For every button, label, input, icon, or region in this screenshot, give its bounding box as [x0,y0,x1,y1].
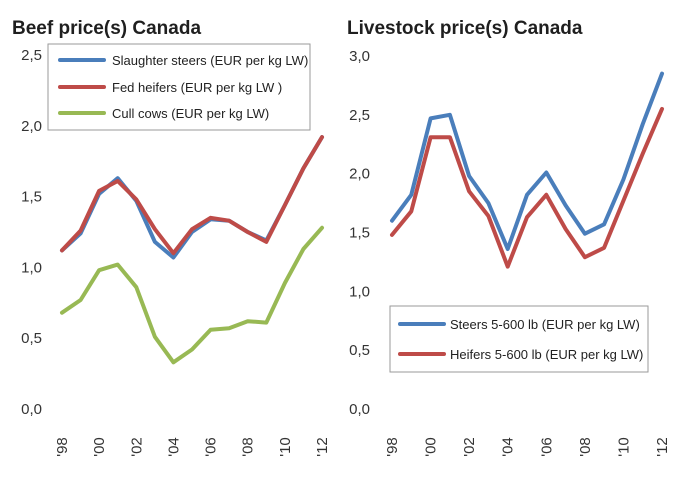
series-group [60,135,324,365]
x-tick-label: '06 [538,437,555,457]
x-tick-label: '04 [165,437,182,457]
legend-label: Cull cows (EUR per kg LW) [112,106,269,121]
beef-price-chart: Beef price(s) Canada 0,00,51,01,52,02,5 … [12,18,331,457]
chart-title: Beef price(s) Canada [12,18,201,39]
y-axis: 0,0 0,5 1,0 1,5 2,0 2,5 [21,47,42,418]
x-axis: '98 '00 '02 '04 '06 '08 '10 '12 [384,437,671,457]
x-tick-label: '08 [240,437,257,457]
x-tick-label: '12 [654,437,671,457]
legend-box [389,305,649,373]
x-tick-label: '06 [203,437,220,457]
series-line-3 [60,225,324,365]
livestock-price-chart: Livestock price(s) Canada 0,0 0,5 1,0 1,5 2,… [347,18,671,457]
y-tick-label: 0,5 [21,330,42,347]
series-line-2 [60,135,324,256]
legend-label: Fed heifers (EUR per kg LW ) [112,80,282,95]
chart-title: Livestock price(s) Canada [347,18,583,39]
y-tick-label: 2,5 [21,47,42,64]
y-tick-label: 2,5 [349,107,370,124]
y-tick-label: 1,5 [21,189,42,206]
y-tick-label: 2,0 [349,166,370,183]
series-group [390,71,664,269]
x-tick-label: '02 [128,437,145,457]
y-tick-label: 0,0 [349,401,370,418]
y-tick-label: 2,0 [21,118,42,135]
y-axis: 0,0 0,5 1,0 1,5 2,0 2,5 3,0 [349,48,370,418]
legend: Slaughter steers (EUR per kg LW) Fed heif… [47,43,311,131]
y-tick-label: 3,0 [349,48,370,65]
x-axis: '98 '00 '02 '04 '06 '08 '10 '12 [54,437,331,457]
y-tick-label: 1,0 [349,283,370,300]
x-tick-label: '02 [461,437,478,457]
series-line-2 [390,106,664,269]
x-tick-label: '10 [277,437,294,457]
series-line-1 [60,135,324,260]
x-tick-label: '98 [54,437,71,457]
legend-label: Slaughter steers (EUR per kg LW) [112,53,308,68]
x-tick-label: '10 [615,437,632,457]
y-tick-label: 0,0 [21,401,42,418]
x-tick-label: '08 [577,437,594,457]
x-tick-label: '00 [91,437,108,457]
y-tick-label: 1,0 [21,259,42,276]
series-line-1 [390,71,664,251]
legend-label: Heifers 5-600 lb (EUR per kg LW) [450,347,643,362]
y-tick-label: 0,5 [349,342,370,359]
y-tick-label: 1,5 [349,225,370,242]
x-tick-label: '04 [500,437,517,457]
x-tick-label: '00 [423,437,440,457]
legend-label: Steers 5-600 lb (EUR per kg LW) [450,317,640,332]
x-tick-label: '12 [314,437,331,457]
x-tick-label: '98 [384,437,401,457]
legend: Steers 5-600 lb (EUR per kg LW) Heifers 5… [389,305,649,373]
